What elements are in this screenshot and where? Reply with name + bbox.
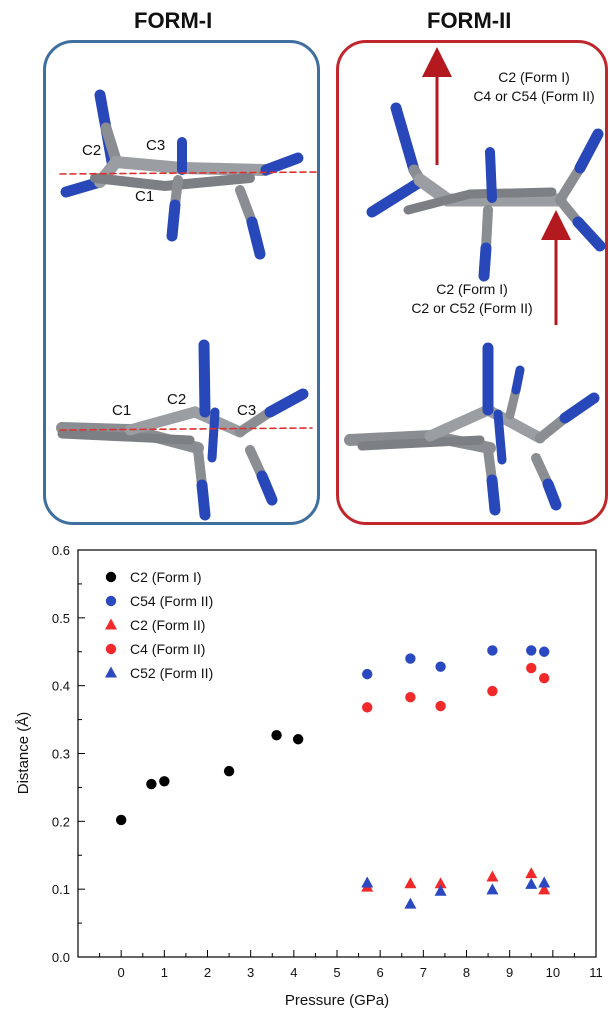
legend-marker bbox=[105, 618, 117, 630]
x-tick-label: 10 bbox=[546, 965, 560, 980]
x-tick-label: 8 bbox=[463, 965, 470, 980]
atom-label-c3-upper: C3 bbox=[146, 137, 165, 154]
data-point bbox=[525, 877, 538, 889]
x-tick-label: 9 bbox=[506, 965, 513, 980]
data-point bbox=[434, 884, 447, 896]
atom-label-c2-upper: C2 bbox=[82, 142, 101, 159]
data-point bbox=[223, 765, 235, 777]
data-point bbox=[487, 685, 498, 697]
x-tick-label: 3 bbox=[247, 965, 254, 980]
plot-frame bbox=[77, 549, 597, 958]
y-axis-label: Distance (Å) bbox=[15, 712, 32, 795]
form1-title: FORM-I bbox=[134, 8, 213, 33]
data-point bbox=[405, 691, 416, 703]
data-point bbox=[538, 876, 551, 888]
legend-marker bbox=[105, 571, 117, 583]
x-tick-label: 4 bbox=[290, 965, 297, 980]
data-point bbox=[487, 645, 498, 656]
atom-label-c1-lower: C1 bbox=[112, 402, 131, 419]
y-tick-label: 0.5 bbox=[52, 611, 70, 626]
x-tick-label: 2 bbox=[204, 965, 211, 980]
x-tick-label: 0 bbox=[118, 965, 125, 980]
data-point bbox=[435, 661, 446, 672]
x-tick-label: 1 bbox=[161, 965, 168, 980]
x-tick-label: 11 bbox=[589, 965, 603, 980]
data-point bbox=[486, 870, 499, 882]
upper-arrow-label-2: C4 or C54 (Form II) bbox=[473, 88, 594, 104]
y-tick-label: 0.0 bbox=[52, 950, 70, 965]
legend-label: C2 (Form I) bbox=[130, 569, 202, 585]
data-point bbox=[292, 734, 304, 745]
data-point bbox=[115, 814, 127, 826]
form2-panel bbox=[336, 40, 608, 525]
y-tick-label: 0.3 bbox=[52, 747, 70, 762]
data-point bbox=[271, 729, 282, 741]
legend-marker bbox=[105, 643, 117, 655]
data-point bbox=[525, 867, 538, 879]
data-point bbox=[404, 897, 417, 909]
legend-label: C2 (Form II) bbox=[130, 617, 205, 633]
lower-arrow-label-1: C2 (Form I) bbox=[436, 281, 508, 297]
legend-label: C4 (Form II) bbox=[130, 641, 205, 657]
data-point bbox=[526, 662, 537, 674]
molecular-structures: C2 C3 C1 C1 C2 C3 C2 (Form I) bbox=[56, 47, 606, 521]
data-points bbox=[115, 645, 551, 909]
form1-panel bbox=[43, 40, 320, 525]
legend: C2 (Form I) C54 (Form II) C2 (Form II) C4 (… bbox=[105, 569, 213, 681]
legend-label: C52 (Form II) bbox=[130, 665, 213, 681]
x-tick-label: 7 bbox=[420, 965, 427, 980]
legend-marker bbox=[105, 595, 117, 607]
data-point bbox=[361, 876, 374, 888]
data-point bbox=[526, 645, 537, 656]
legend-marker bbox=[105, 666, 117, 678]
data-point bbox=[362, 668, 373, 680]
axis-ticks: 0 1 2 3 4 5 6 7 8 9 10 11 0.0 0.1 0.2 0.3 0.4 0.5 0.6 bbox=[52, 543, 603, 980]
upper-arrow-label-1: C2 (Form I) bbox=[498, 69, 570, 85]
atom-label-c3-lower: C3 bbox=[237, 402, 256, 419]
data-point bbox=[435, 700, 446, 712]
x-tick-label: 5 bbox=[333, 965, 340, 980]
form2-upper-molecule bbox=[366, 102, 606, 282]
data-point bbox=[159, 776, 170, 787]
data-point bbox=[146, 778, 157, 790]
data-point bbox=[539, 673, 550, 684]
data-point bbox=[486, 883, 499, 895]
y-tick-label: 0.6 bbox=[52, 543, 70, 558]
distance-pressure-chart: 0 1 2 3 4 5 6 7 8 9 10 11 0.0 0.1 0.2 0.3 0.4 0.5 0.6 C2 (… bbox=[15, 543, 603, 1009]
data-point bbox=[434, 877, 447, 889]
legend-label: C54 (Form II) bbox=[130, 593, 213, 609]
form2-lower-molecule bbox=[344, 342, 600, 516]
form1-lower-molecule bbox=[56, 339, 313, 521]
form2-title: FORM-II bbox=[427, 8, 512, 33]
x-axis-label: Pressure (GPa) bbox=[285, 992, 389, 1009]
lower-arrow-label-2: C2 or C52 (Form II) bbox=[411, 300, 532, 316]
atom-label-c2-lower: C2 bbox=[167, 391, 186, 408]
form1-upper-molecule bbox=[59, 89, 319, 260]
atom-label-c1-upper: C1 bbox=[135, 188, 154, 205]
data-point bbox=[362, 702, 373, 713]
y-tick-label: 0.1 bbox=[52, 882, 70, 897]
data-point bbox=[405, 653, 416, 664]
data-point bbox=[404, 877, 417, 889]
y-tick-label: 0.4 bbox=[52, 679, 70, 694]
x-tick-label: 6 bbox=[377, 965, 384, 980]
y-tick-label: 0.2 bbox=[52, 814, 70, 829]
data-point bbox=[538, 883, 551, 895]
data-point bbox=[539, 646, 550, 657]
